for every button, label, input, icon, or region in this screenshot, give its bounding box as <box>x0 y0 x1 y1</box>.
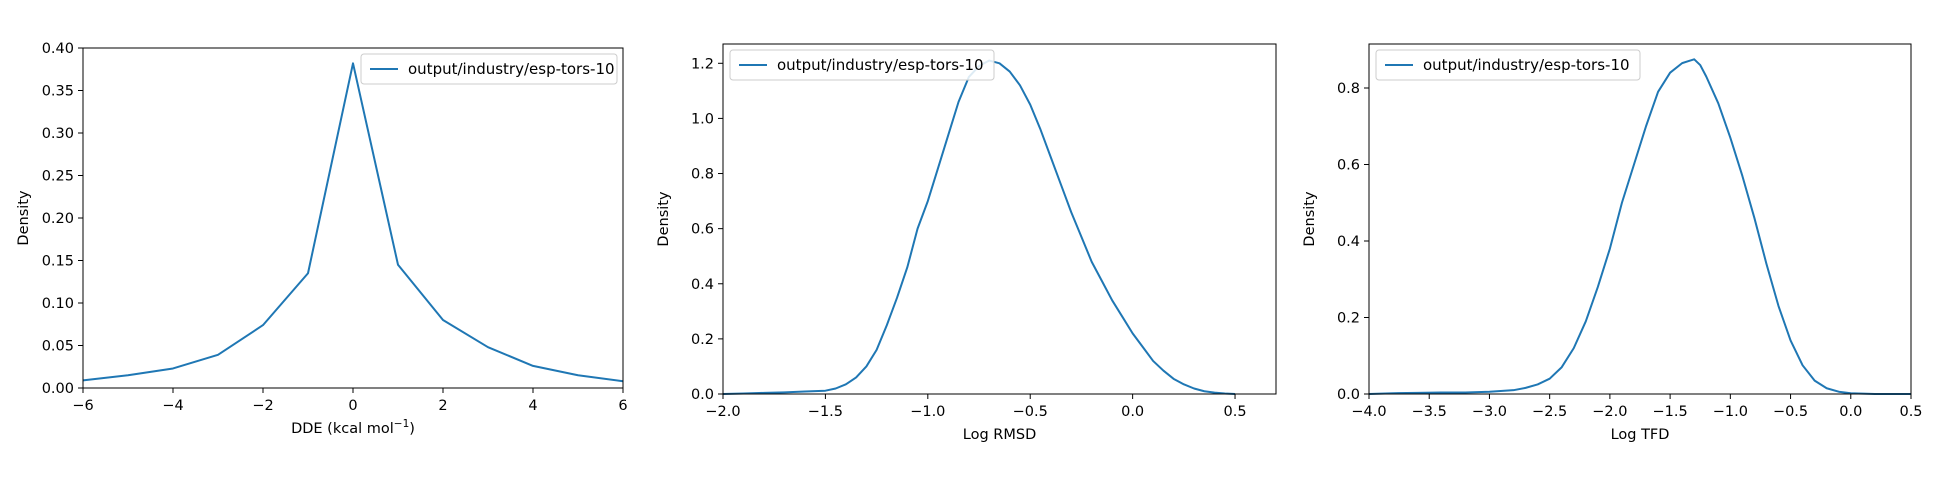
series-line <box>1369 59 1911 394</box>
y-tick-label: 0.8 <box>1337 81 1360 97</box>
x-tick-label: 6 <box>618 398 627 414</box>
legend-label: output/industry/esp-tors-10 <box>1423 56 1630 74</box>
chart-panel-2: −2.0 −1.5 −1.0 −0.5 0.0 0.5 0.0 0.2 0.4 0.6 0.8 1.0… <box>656 44 1276 443</box>
x-axis-label: Log TFD <box>1611 427 1670 443</box>
y-tick-label: 0.6 <box>1337 157 1360 173</box>
x-tick-label: −2.0 <box>705 404 740 420</box>
y-tick-label: 0.15 <box>42 254 74 270</box>
y-tick-label: 0.4 <box>1337 234 1360 250</box>
x-tick-label: 0.5 <box>1899 404 1922 420</box>
legend-label: output/industry/esp-tors-10 <box>777 56 984 74</box>
y-tick-label: 0.4 <box>691 277 714 293</box>
y-tick-label: 0.2 <box>1337 310 1360 326</box>
legend: output/industry/esp-tors-10 <box>1376 50 1640 80</box>
y-tick-label: 0.20 <box>42 211 74 227</box>
x-tick-label: −6 <box>72 398 93 414</box>
x-tick-label: −4 <box>162 398 183 414</box>
x-tick-label: −0.5 <box>1013 404 1048 420</box>
legend-label: output/industry/esp-tors-10 <box>408 60 615 78</box>
x-tick-label: 2 <box>438 398 447 414</box>
x-tick-label: −1.0 <box>910 404 945 420</box>
chart-panel-1: −6 −4 −2 0 2 4 6 0.00 0.05 0.10 0.15 0.20 0.25 0.30 0.… <box>16 41 628 437</box>
y-tick-label: 0.0 <box>1337 387 1360 403</box>
y-tick-label: 0.2 <box>691 332 714 348</box>
plot-frame <box>83 48 623 388</box>
y-tick-label: 0.00 <box>42 381 74 397</box>
y-tick-label: 0.35 <box>42 84 74 100</box>
x-tick-label: −4.0 <box>1351 404 1386 420</box>
y-tick-label: 0.8 <box>691 167 714 183</box>
x-tick-label: −2.0 <box>1592 404 1627 420</box>
plot-frame <box>723 44 1276 394</box>
x-axis-label: Log RMSD <box>963 427 1036 443</box>
x-tick-label: 0 <box>348 398 357 414</box>
y-tick-label: 0.6 <box>691 222 714 238</box>
x-tick-label: −3.0 <box>1472 404 1507 420</box>
x-axis-label-text: Log TFD <box>1611 427 1670 443</box>
x-tick-label: 4 <box>528 398 537 414</box>
y-tick-label: 0.30 <box>42 126 74 142</box>
series-line <box>723 61 1235 394</box>
y-axis-label: Density <box>656 191 672 247</box>
y-tick-label: 1.0 <box>691 111 714 127</box>
x-axis-label-superscript: −1 <box>394 418 409 430</box>
x-axis-label-text: DDE (kcal mol <box>291 421 394 437</box>
x-tick-label: −0.5 <box>1773 404 1808 420</box>
chart-panel-3: −4.0 −3.5 −3.0 −2.5 −2.0 −1.5 −1.0 −0.5 0.0 0.5 0.… <box>1302 44 1923 443</box>
x-tick-label: −1.5 <box>808 404 843 420</box>
x-tick-label: −2.5 <box>1532 404 1567 420</box>
x-axis-label-suffix: ) <box>409 421 415 437</box>
legend: output/industry/esp-tors-10 <box>730 50 994 80</box>
x-tick-label: 0.0 <box>1839 404 1862 420</box>
x-axis-label: DDE (kcal mol−1) <box>291 418 415 437</box>
plot-frame <box>1369 44 1911 394</box>
legend: output/industry/esp-tors-10 <box>361 54 617 84</box>
x-tick-label: −3.5 <box>1412 404 1447 420</box>
y-tick-label: 0.05 <box>42 339 74 355</box>
y-axis-label: Density <box>16 190 32 246</box>
x-tick-label: 0.5 <box>1224 404 1247 420</box>
series-line <box>83 63 623 381</box>
y-tick-label: 0.40 <box>42 41 74 57</box>
y-tick-label: 0.10 <box>42 296 74 312</box>
x-tick-label: −1.5 <box>1653 404 1688 420</box>
y-axis-label: Density <box>1302 191 1318 247</box>
y-tick-label: 0.25 <box>42 169 74 185</box>
y-tick-label: 1.2 <box>691 56 714 72</box>
x-axis-label-text: Log RMSD <box>963 427 1036 443</box>
x-tick-label: −2 <box>252 398 273 414</box>
x-tick-label: −1.0 <box>1713 404 1748 420</box>
y-tick-label: 0.0 <box>691 387 714 403</box>
x-tick-label: 0.0 <box>1121 404 1144 420</box>
